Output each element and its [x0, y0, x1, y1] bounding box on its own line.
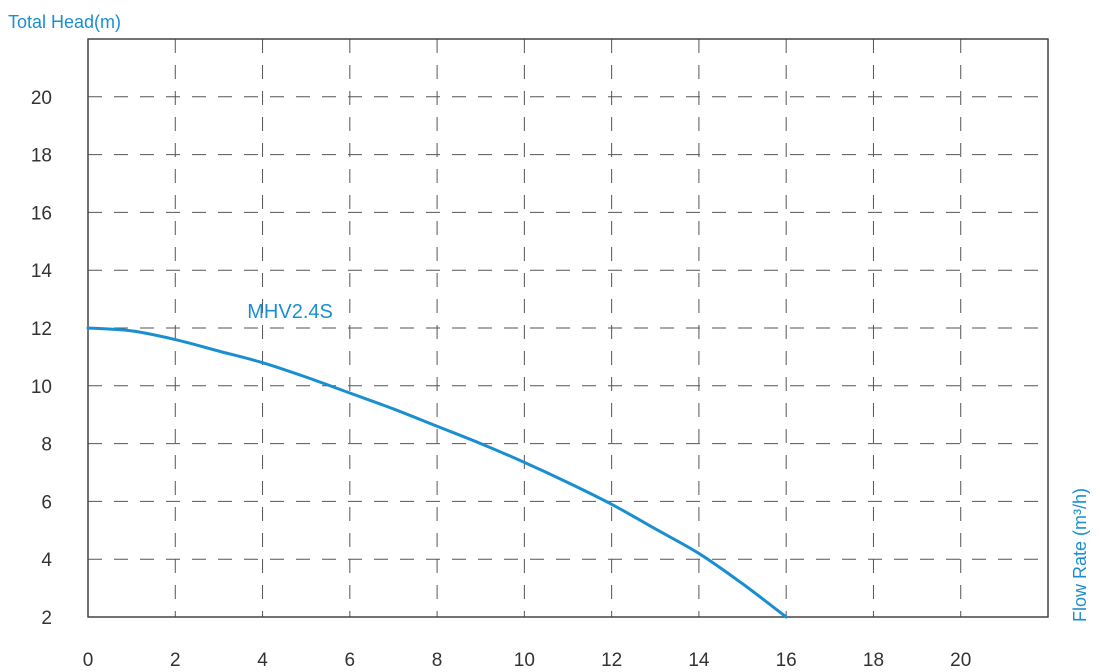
y-axis-tick-labels: 2 4 6 8 10 12 14 16 18 20: [31, 88, 53, 629]
x-tick-label: 10: [514, 650, 535, 671]
series-label: MHV2.4S: [247, 301, 333, 323]
x-tick-label: 20: [950, 650, 971, 671]
x-tick-label: 6: [345, 650, 356, 671]
x-axis-tick-labels: 0 2 4 6 8 10 12 14 16 18 20: [83, 650, 972, 671]
series-line-mhv2-4s: [86, 326, 788, 619]
y-tick-label: 20: [31, 88, 52, 109]
y-tick-label: 14: [31, 261, 53, 282]
grid-lines: [88, 39, 1048, 617]
y-tick-label: 4: [41, 550, 52, 571]
x-tick-label: 14: [688, 650, 710, 671]
x-tick-label: 0: [83, 650, 94, 671]
y-tick-label: 10: [31, 377, 52, 398]
y-tick-label: 6: [41, 492, 52, 513]
x-tick-label: 8: [432, 650, 443, 671]
x-tick-label: 4: [257, 650, 268, 671]
y-tick-label: 12: [31, 319, 52, 340]
series-layer: MHV2.4S: [86, 301, 788, 619]
x-axis-title: Flow Rate (m³/h): [1070, 488, 1090, 622]
x-tick-label: 2: [170, 650, 181, 671]
y-tick-label: 8: [41, 435, 52, 456]
y-tick-label: 18: [31, 146, 52, 167]
x-tick-label: 16: [776, 650, 797, 671]
y-axis-title: Total Head(m): [8, 12, 121, 32]
x-tick-label: 18: [863, 650, 884, 671]
y-tick-label: 16: [31, 203, 52, 224]
y-tick-label: 2: [41, 608, 52, 629]
x-tick-label: 12: [601, 650, 622, 671]
